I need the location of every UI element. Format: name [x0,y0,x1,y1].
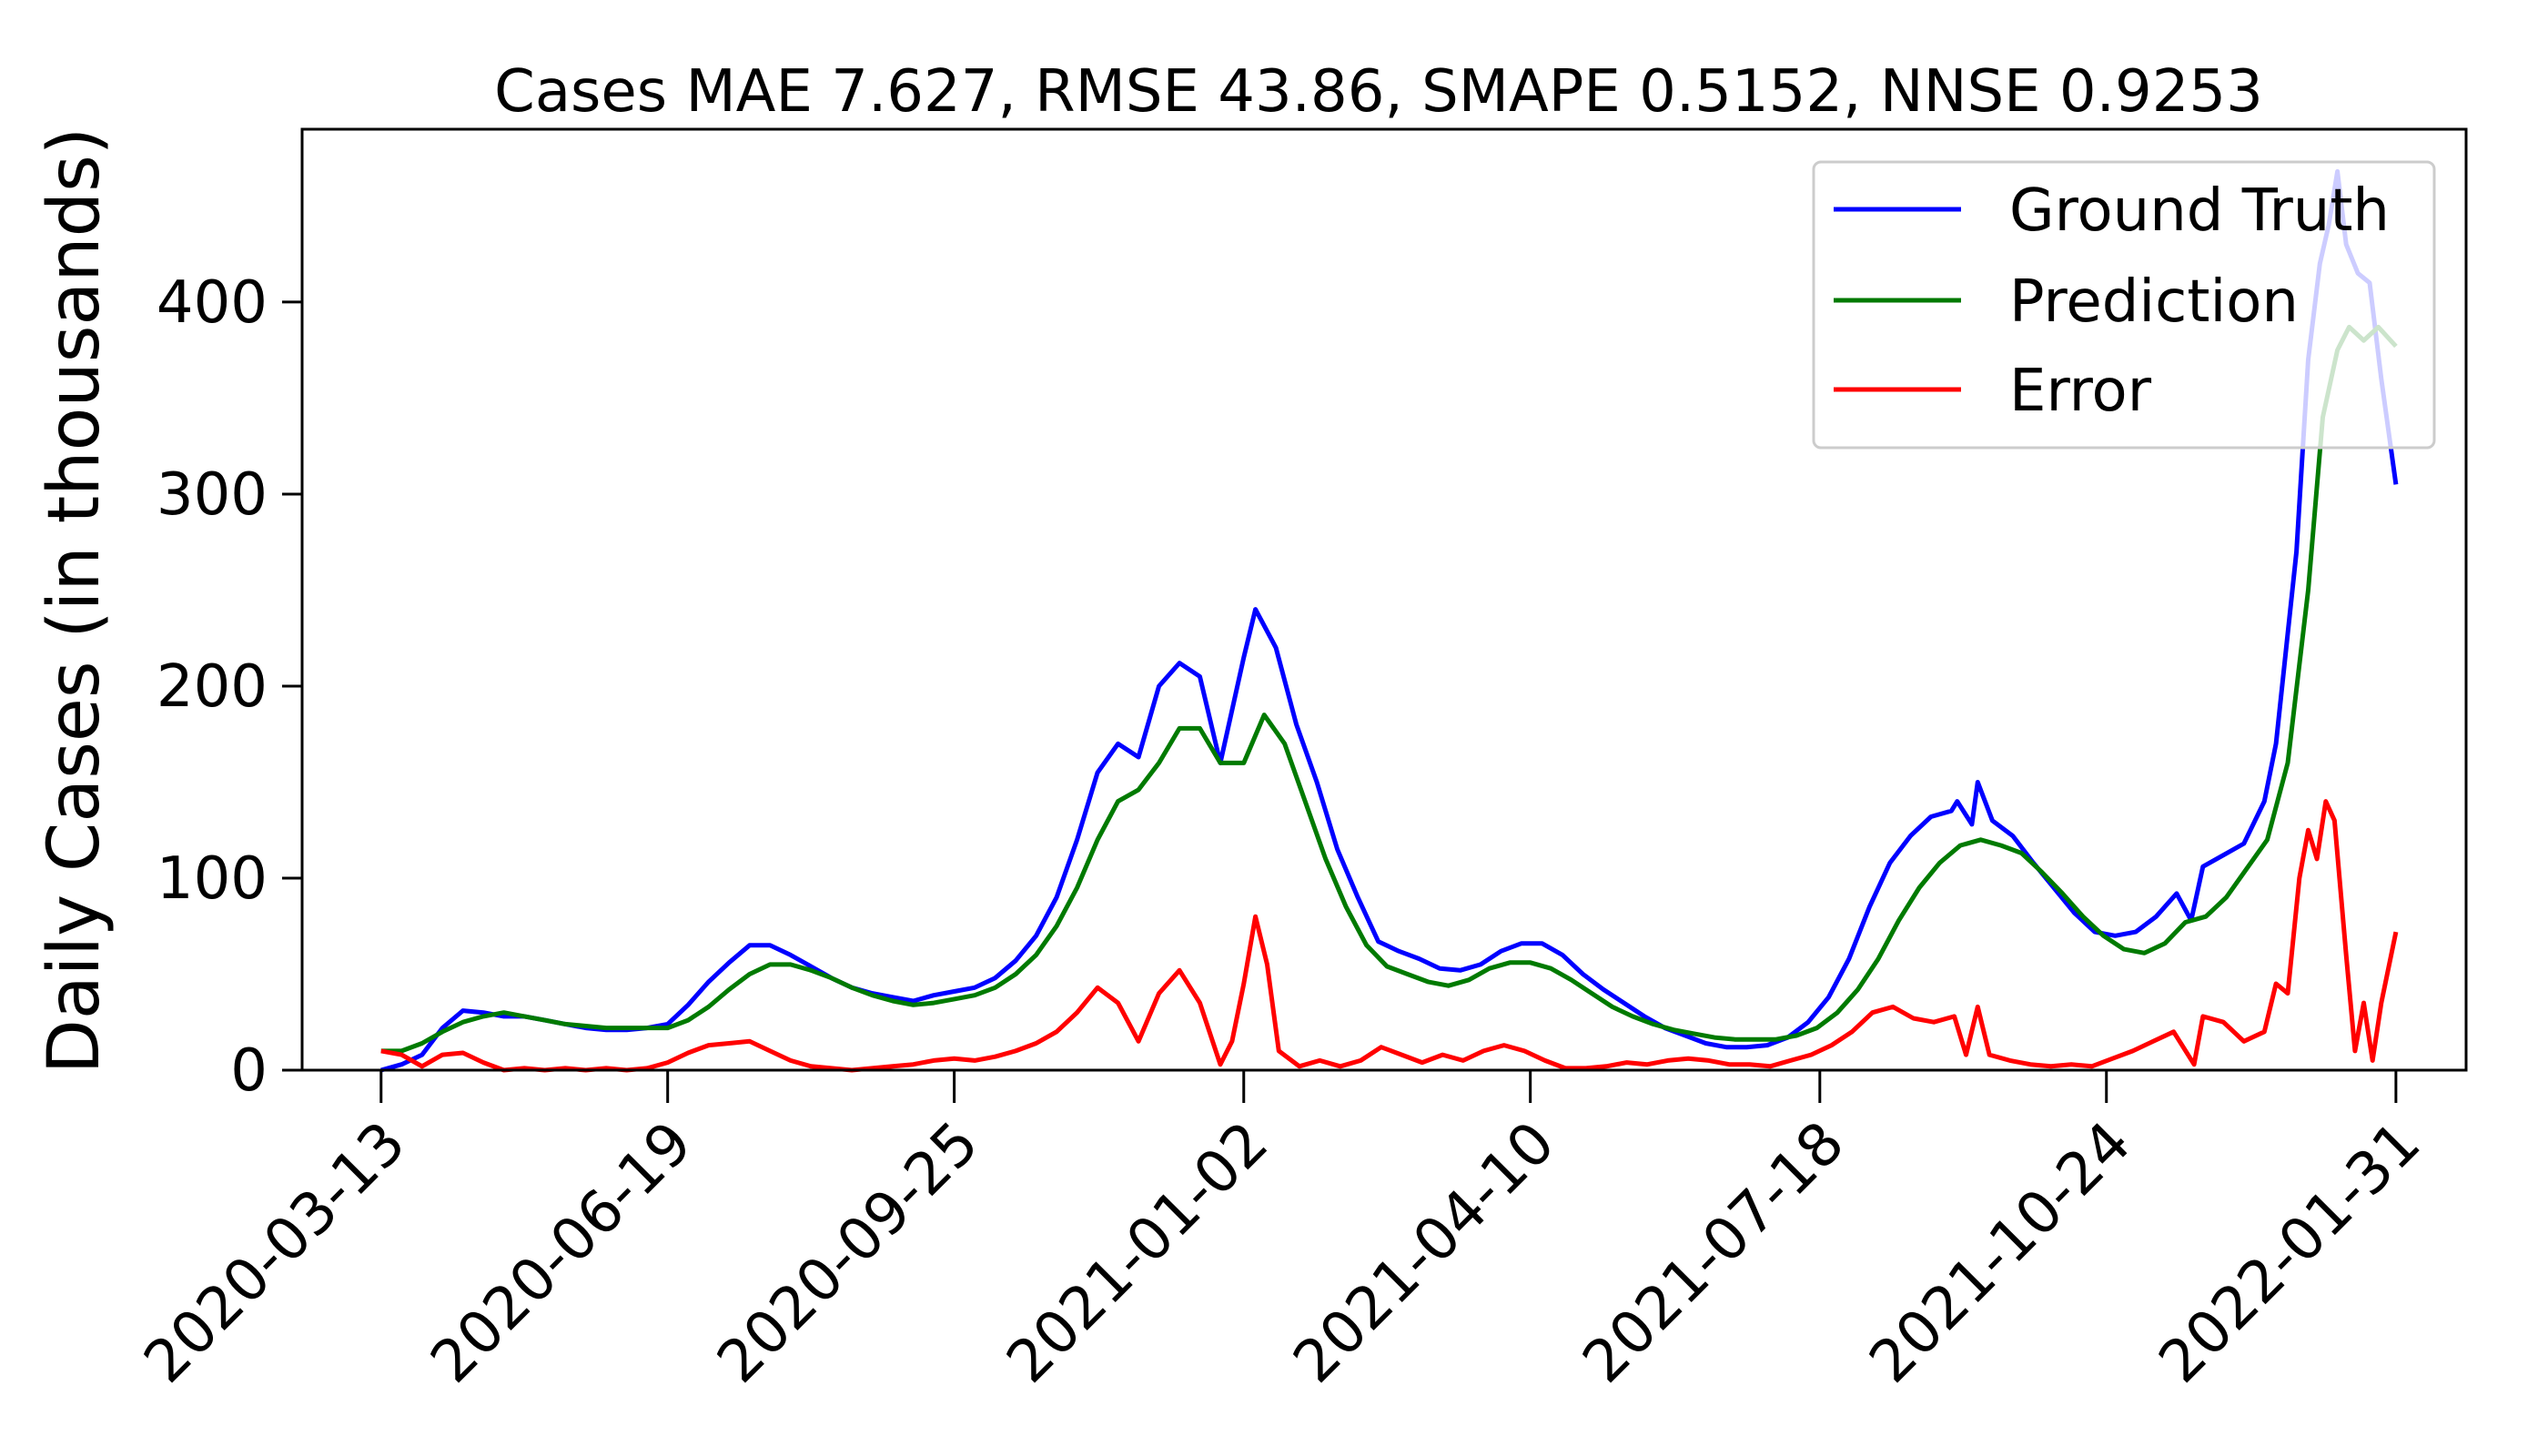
y-tick-label-0: 0 [230,1037,268,1105]
y-tick-label-300: 300 [157,461,268,529]
chart-title: Cases MAE 7.627, RMSE 43.86, SMAPE 0.515… [494,58,2263,126]
plot-frame [300,127,2468,1072]
y-axis-label: Daily Cases (in thousands) [34,127,116,1074]
series-line-prediction [380,324,2398,1054]
y-tick-label-100: 100 [157,845,268,913]
y-axis: 0 100 200 300 400 [157,269,302,1105]
y-tick-label-200: 200 [157,653,268,721]
legend: Ground Truth Prediction Error [1812,160,2436,450]
series-layer [380,168,2399,1073]
legend-label-error: Error [2009,358,2152,425]
legend-label-prediction: Prediction [2009,268,2299,336]
legend-label-ground-truth: Ground Truth [2009,177,2390,245]
y-tick-label-400: 400 [157,269,268,337]
legend-box [1812,160,2436,450]
series-line-error [380,799,2399,1073]
series-line-ground-truth [380,168,2399,1073]
